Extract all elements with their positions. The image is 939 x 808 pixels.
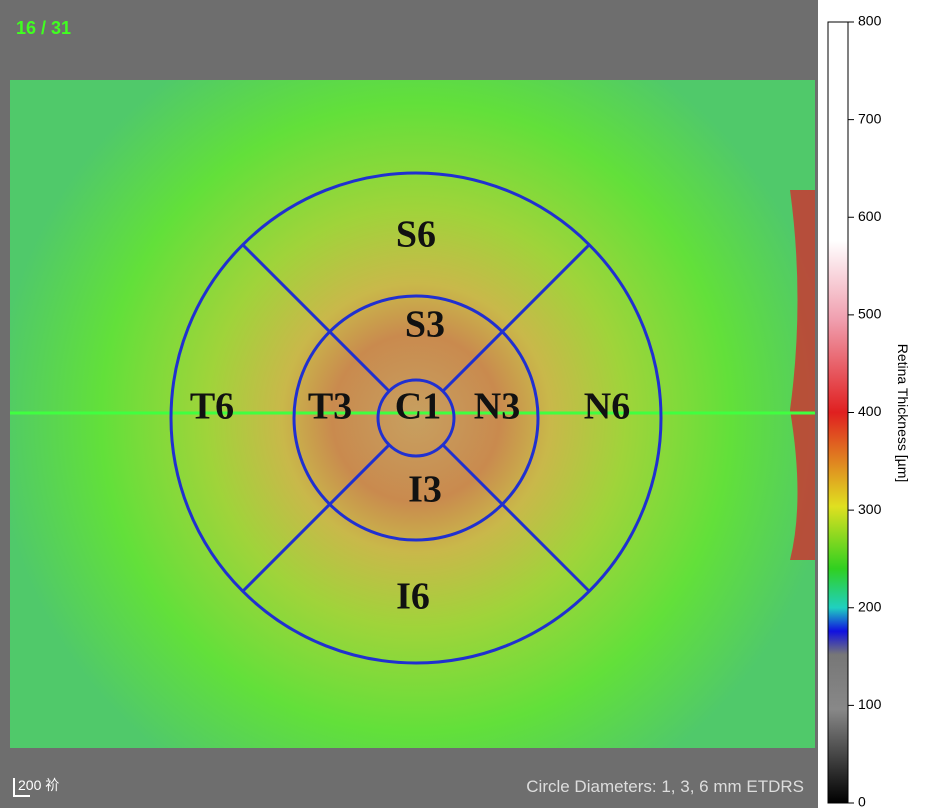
colorbar-tick-label: 0 xyxy=(858,794,866,808)
colorbar-tick-label: 200 xyxy=(858,598,882,614)
sector-label: T6 xyxy=(190,386,234,428)
colorbar-tick-label: 600 xyxy=(858,208,882,224)
colorbar-tick-label: 300 xyxy=(858,501,882,517)
frame-counter: 16 / 31 xyxy=(16,18,71,38)
sector-label: N6 xyxy=(584,386,630,428)
scale-bar-label: 200 祄 xyxy=(18,777,59,793)
sector-label: S3 xyxy=(405,304,445,346)
colorbar-tick-label: 500 xyxy=(858,306,882,322)
colorbar-label: Retina Thickness [µm] xyxy=(895,344,911,483)
sector-label: C1 xyxy=(395,386,441,428)
sector-label: S6 xyxy=(396,214,436,256)
colorbar-tick-label: 700 xyxy=(858,110,882,126)
colorbar-tick-label: 400 xyxy=(858,403,882,419)
footer-note: Circle Diameters: 1, 3, 6 mm ETDRS xyxy=(526,777,804,796)
sector-label: T3 xyxy=(308,386,352,428)
colorbar xyxy=(828,22,848,803)
sector-label: I3 xyxy=(408,469,442,511)
sector-label: N3 xyxy=(474,386,520,428)
oct-viewer: S6 S3 T6 T3 C1 N3 N6 I3 I6 16 / 31 200 祄… xyxy=(0,0,939,808)
sector-label: I6 xyxy=(396,576,430,618)
colorbar-tick-label: 100 xyxy=(858,696,882,712)
colorbar-tick-label: 800 xyxy=(858,13,882,29)
